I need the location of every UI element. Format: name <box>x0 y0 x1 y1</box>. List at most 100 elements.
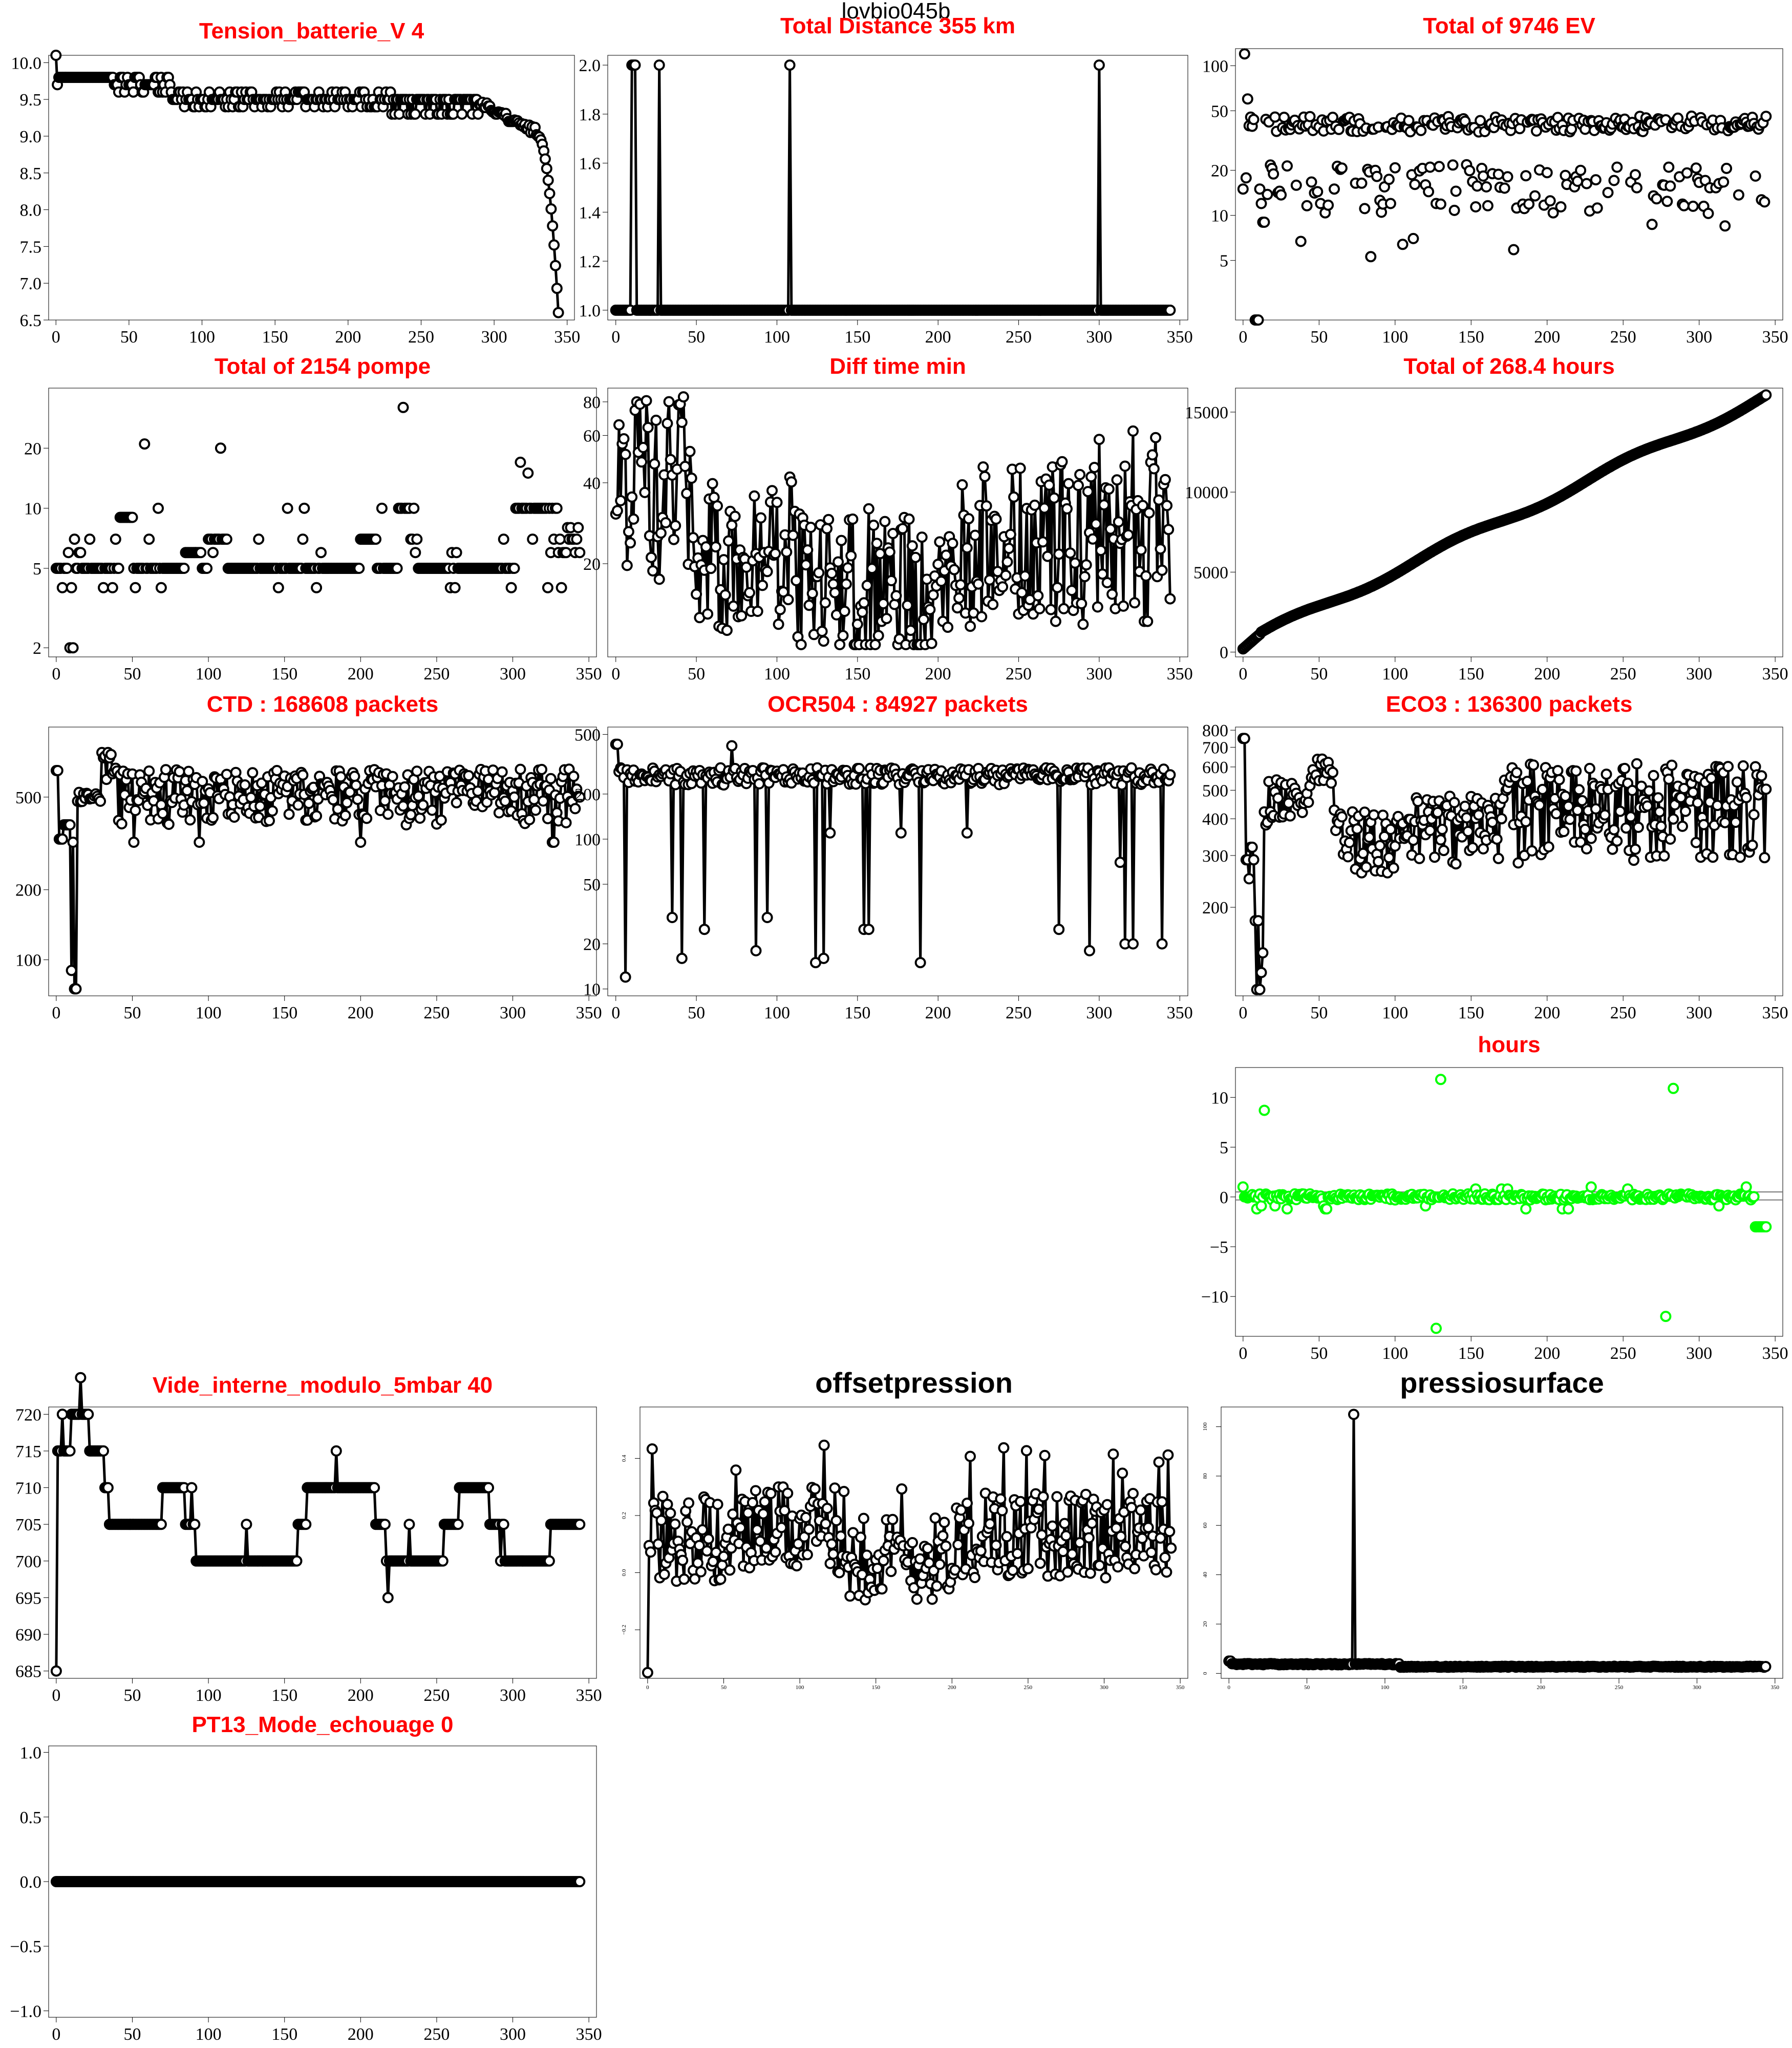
y-tick-label: 10 <box>1211 1089 1228 1107</box>
data-point <box>724 1564 736 1576</box>
data-point <box>1590 803 1602 815</box>
x-tick-label: 50 <box>120 328 138 347</box>
data-point <box>1269 111 1281 123</box>
data-point <box>911 1593 923 1605</box>
data-point <box>1550 808 1562 820</box>
data-point <box>1063 478 1075 489</box>
x-tick-label: 350 <box>1176 1684 1185 1691</box>
data-point <box>56 582 68 593</box>
data-point <box>942 622 954 633</box>
data-point <box>1450 858 1462 870</box>
data-point <box>1365 251 1377 263</box>
data-point <box>327 794 339 805</box>
x-tick-label: 100 <box>764 1004 790 1022</box>
data-point <box>629 59 641 71</box>
x-tick-label: 100 <box>196 665 222 684</box>
data-point <box>1566 123 1577 135</box>
data-point <box>1164 1526 1176 1538</box>
data-point <box>1448 204 1460 216</box>
data-point <box>1053 548 1065 560</box>
data-point <box>914 1553 926 1565</box>
data-point <box>98 1445 109 1457</box>
data-point <box>1654 806 1666 818</box>
x-tick-label: 350 <box>1762 328 1788 347</box>
plot-frame <box>48 1406 597 1679</box>
y-tick-label: 100 <box>1202 57 1228 76</box>
data-point <box>297 534 309 545</box>
data-point <box>1492 168 1504 180</box>
data-point <box>341 797 353 808</box>
data-point <box>498 1519 509 1530</box>
data-point <box>881 613 892 625</box>
data-point <box>64 1445 76 1457</box>
data-point <box>1668 1082 1679 1094</box>
data-point <box>910 551 922 563</box>
x-tick-label: 300 <box>500 2025 526 2044</box>
data-point <box>1628 855 1639 866</box>
data-point <box>736 610 748 622</box>
data-point <box>1094 1560 1105 1571</box>
data-point <box>727 1508 739 1520</box>
data-point <box>785 476 797 488</box>
data-point <box>417 799 429 811</box>
data-point <box>82 1409 94 1420</box>
data-point <box>1326 777 1337 789</box>
chart-panel: Vide_interne_modulo_5mbar 400 50 100 150 200… <box>15 1372 602 1705</box>
data-point <box>1008 491 1020 503</box>
data-point <box>819 597 831 609</box>
data-point <box>1663 161 1675 173</box>
data-point <box>272 582 284 593</box>
data-point <box>678 1573 690 1585</box>
data-point <box>990 513 1002 525</box>
data-point <box>1296 806 1308 818</box>
data-point <box>463 770 475 781</box>
data-point <box>522 467 534 479</box>
data-point <box>1064 547 1076 559</box>
data-point <box>1705 773 1717 784</box>
data-point <box>266 805 278 817</box>
data-point <box>800 559 812 571</box>
data-point <box>776 1522 787 1533</box>
data-point <box>572 522 584 534</box>
data-point <box>1164 593 1176 605</box>
y-tick-label: 15000 <box>1185 403 1228 422</box>
series-line <box>615 63 1170 312</box>
data-point <box>702 1533 714 1545</box>
data-point <box>1127 938 1139 950</box>
x-tick-label: 100 <box>189 328 215 347</box>
data-point <box>1560 791 1571 802</box>
x-tick-label: 150 <box>271 1686 297 1705</box>
data-point <box>1702 207 1714 219</box>
data-point <box>1093 434 1105 445</box>
data-point <box>759 1496 771 1508</box>
data-point <box>858 1512 869 1524</box>
data-point <box>1239 733 1250 744</box>
data-point <box>1384 823 1396 835</box>
data-point <box>160 764 172 776</box>
y-tick-label: 695 <box>15 1589 41 1608</box>
data-point <box>548 239 560 251</box>
x-tick-label: 200 <box>1537 1684 1545 1691</box>
data-point <box>1585 833 1597 844</box>
data-point <box>1239 48 1250 60</box>
x-tick-label: 0 <box>1239 665 1247 684</box>
data-point <box>878 1555 889 1567</box>
data-point <box>1663 773 1675 785</box>
y-tick-label: 80 <box>583 393 601 412</box>
y-tick-label: 705 <box>15 1516 41 1534</box>
data-point <box>907 1537 918 1548</box>
data-point <box>50 1665 62 1677</box>
data-point <box>787 529 799 541</box>
data-point <box>827 578 839 590</box>
data-point <box>1373 856 1384 867</box>
data-point <box>729 510 741 522</box>
data-point <box>1129 1563 1140 1574</box>
data-point <box>855 1531 866 1543</box>
data-point <box>1748 809 1760 821</box>
x-tick-label: 250 <box>423 665 450 684</box>
data-point <box>560 817 572 828</box>
data-point <box>1575 164 1587 176</box>
data-point <box>1486 817 1498 828</box>
data-point <box>437 1555 449 1567</box>
